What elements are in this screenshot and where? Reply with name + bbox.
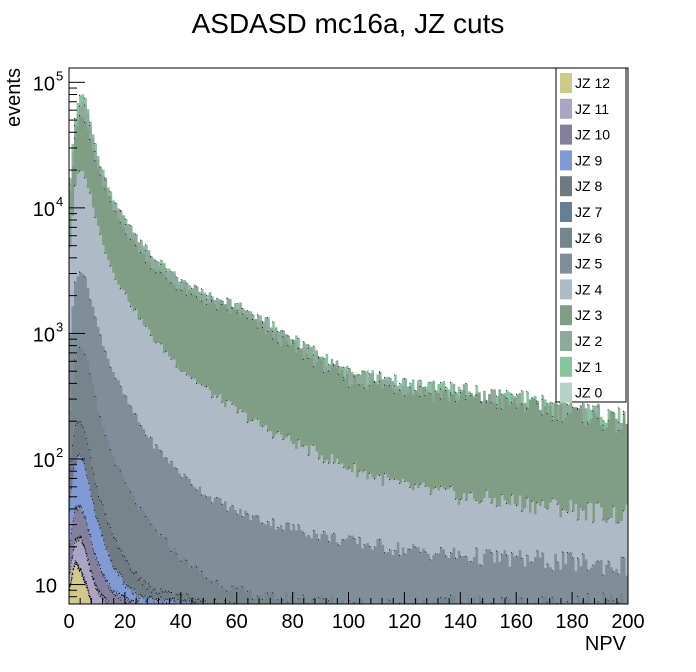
x-tick-label: 0 xyxy=(63,611,74,633)
legend-label: JZ 9 xyxy=(575,152,602,168)
series-area-jz-12 xyxy=(69,560,92,604)
y-tick-label: 10 xyxy=(33,324,55,346)
x-tick-label: 120 xyxy=(388,611,421,633)
legend-swatch-jz-10 xyxy=(560,124,572,145)
legend-label: JZ 11 xyxy=(575,101,609,117)
legend-swatch-jz-9 xyxy=(560,150,572,171)
legend-swatch-jz-1 xyxy=(560,356,572,377)
y-axis-label: events xyxy=(3,68,25,127)
x-tick-label: 140 xyxy=(444,611,477,633)
series-area-jz-9 xyxy=(69,451,195,604)
series-area-jz-8 xyxy=(69,420,237,604)
y-tick-exponent: 2 xyxy=(56,445,63,460)
legend-label: JZ 6 xyxy=(575,230,602,246)
x-tick-label: 100 xyxy=(332,611,365,633)
y-tick-label: 10 xyxy=(33,73,55,95)
y-tick-label: 10 xyxy=(35,576,57,598)
legend-swatch-jz-2 xyxy=(560,331,572,351)
y-tick-exponent: 5 xyxy=(56,68,63,83)
series-area-jz-4 xyxy=(69,171,628,604)
plot-area xyxy=(69,94,628,604)
x-tick-label: 40 xyxy=(170,611,192,633)
legend-swatch-jz-4 xyxy=(560,279,572,300)
x-axis-label: NPV xyxy=(585,633,627,655)
legend-label: JZ 10 xyxy=(575,127,610,143)
legend-label: JZ 8 xyxy=(575,178,602,194)
x-tick-label: 60 xyxy=(226,611,248,633)
x-tick-label: 80 xyxy=(281,611,303,633)
legend-swatch-jz-8 xyxy=(560,176,572,197)
y-tick-exponent: 4 xyxy=(56,194,63,209)
legend: JZ 12 JZ 11 JZ 10 JZ 9 JZ 8 JZ 7 JZ 6 JZ 5 JZ 4 J… xyxy=(555,67,627,403)
legend-swatch-jz-3 xyxy=(560,305,572,326)
legend-label: JZ 0 xyxy=(575,385,602,401)
legend-label: JZ 1 xyxy=(575,359,602,375)
series-area-jz-5 xyxy=(69,272,628,604)
series-areas xyxy=(69,94,628,604)
legend-swatch-jz-6 xyxy=(560,227,572,248)
x-tick-label: 180 xyxy=(555,611,588,633)
y-tick-label: 10 xyxy=(33,450,55,472)
legend-label: JZ 7 xyxy=(575,204,602,220)
legend-label: JZ 2 xyxy=(575,333,602,349)
chart-title: ASDASD mc16a, JZ cuts xyxy=(192,8,505,39)
legend-label: JZ 12 xyxy=(575,75,610,91)
x-tick-label: 160 xyxy=(500,611,533,633)
x-axis: 0 20 40 60 80 100 120 140 160 180 200 xyxy=(63,592,645,633)
legend-label: JZ 3 xyxy=(575,307,602,323)
legend-swatch-jz-5 xyxy=(560,253,572,274)
x-tick-label: 200 xyxy=(611,611,644,633)
legend-swatch-jz-0 xyxy=(560,382,572,403)
legend-label: JZ 5 xyxy=(575,256,602,272)
x-tick-label: 20 xyxy=(114,611,136,633)
legend-swatch-jz-12 xyxy=(560,73,572,93)
y-tick-exponent: 3 xyxy=(56,319,63,334)
y-tick-label: 10 xyxy=(33,199,55,221)
legend-swatch-jz-11 xyxy=(560,98,572,119)
legend-label: JZ 4 xyxy=(575,281,602,297)
legend-swatch-jz-7 xyxy=(560,202,572,222)
